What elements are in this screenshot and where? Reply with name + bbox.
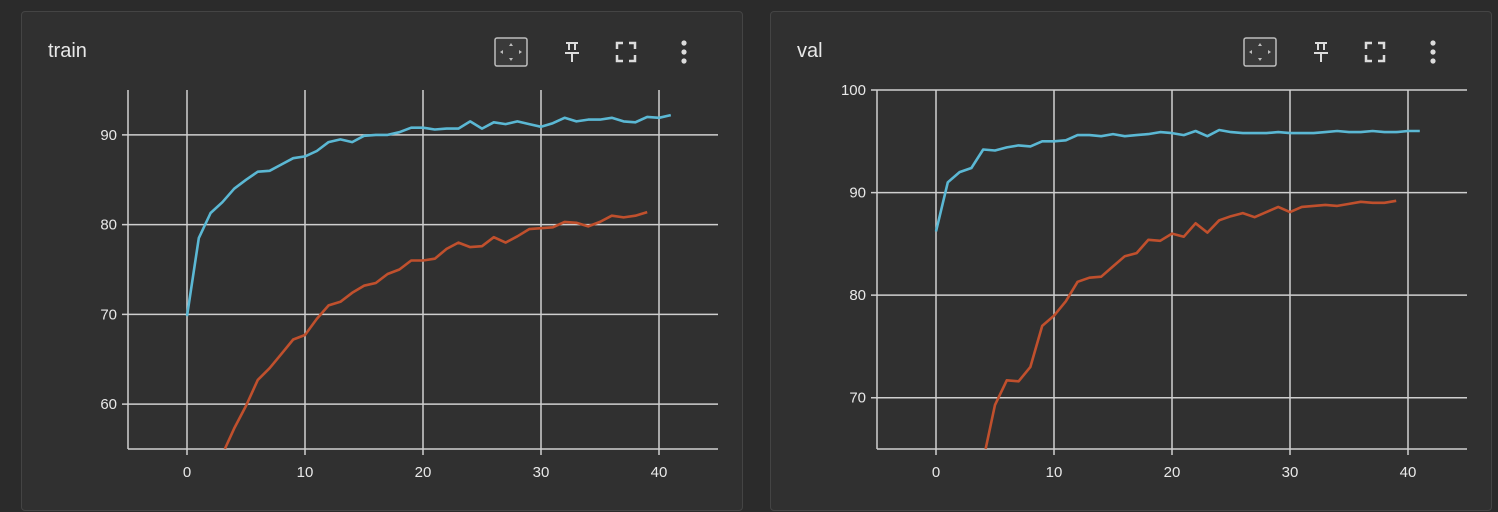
fullscreen-icon [1364,41,1386,63]
y-tick-label: 90 [849,185,866,202]
line-chart: 0 10 20 30 40 70 80 90 100 [841,82,1467,481]
x-tick-label: 40 [1400,464,1417,481]
x-tick-label: 10 [1046,464,1063,481]
pin-button[interactable] [1303,34,1339,70]
x-tick-label: 20 [415,464,432,481]
y-tick-label: 70 [849,390,866,407]
tick-labels: 0 10 20 30 40 70 80 90 100 [841,82,1416,481]
series-line-0[interactable] [185,113,672,317]
y-tick-label: 80 [849,287,866,304]
y-tick-label: 70 [100,306,117,323]
pin-icon [1314,42,1328,62]
chart-toolbar [482,34,742,70]
more-options-button[interactable] [666,34,702,70]
y-tick-label: 60 [100,396,117,413]
fit-domain-button[interactable] [1242,34,1278,70]
chart-title: train [48,40,87,62]
chart-card-train: train 0 10 20 30 40 60 7 [21,11,743,511]
grid-lines [122,90,718,455]
y-tick-label: 90 [100,127,117,144]
fit-domain-icon [494,37,528,67]
more-options-button[interactable] [1415,34,1451,70]
series-line-0[interactable] [934,128,1420,232]
x-tick-label: 0 [183,464,191,481]
series-lines [934,128,1420,449]
fit-domain-button[interactable] [493,34,529,70]
fullscreen-button[interactable] [1357,34,1393,70]
series-line-1[interactable] [223,210,648,449]
x-tick-label: 40 [651,464,668,481]
x-tick-label: 30 [1282,464,1299,481]
y-tick-label: 80 [100,217,117,234]
series-lines [185,113,672,449]
x-tick-label: 20 [1164,464,1181,481]
x-tick-label: 10 [297,464,314,481]
series-line-1[interactable] [984,199,1397,449]
x-tick-label: 0 [932,464,940,481]
chart-card-val: val 0 10 20 30 40 70 80 9 [770,11,1492,511]
chart-toolbar [1231,34,1491,70]
fullscreen-icon [615,41,637,63]
chart-title: val [797,40,823,62]
pin-button[interactable] [554,34,590,70]
tick-labels: 0 10 20 30 40 60 70 80 90 [100,127,667,481]
fit-domain-icon [1243,37,1277,67]
grid-lines [871,89,1467,455]
fullscreen-button[interactable] [608,34,644,70]
pin-icon [565,42,579,62]
line-chart: 0 10 20 30 40 60 70 80 90 [100,90,718,481]
y-tick-label: 100 [841,82,866,99]
more-vert-icon [681,40,687,64]
more-vert-icon [1430,40,1436,64]
x-tick-label: 30 [533,464,550,481]
